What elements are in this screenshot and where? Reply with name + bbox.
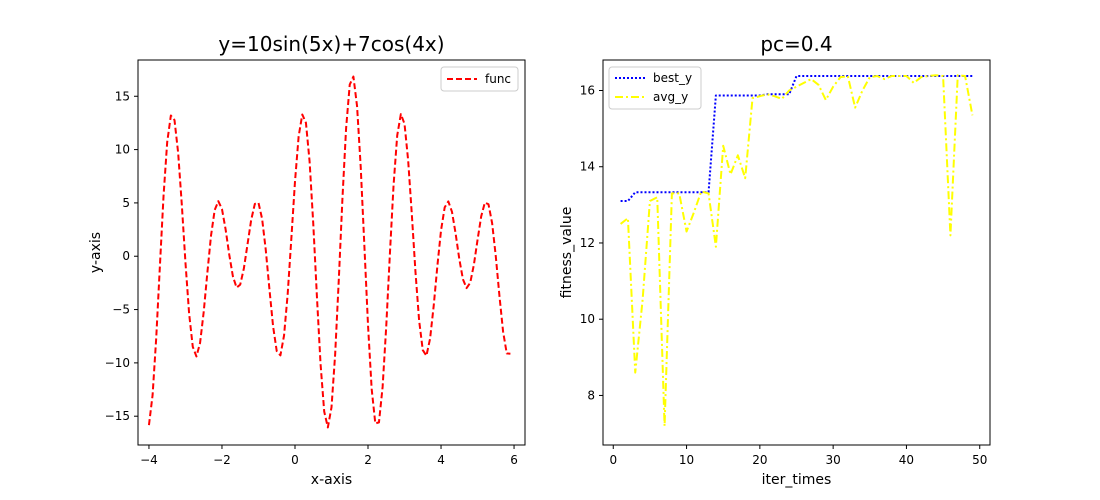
x-tick-label: 0: [609, 453, 617, 467]
y-axis-label: fitness_value: [559, 207, 575, 299]
x-tick-label: 10: [679, 453, 694, 467]
axis-ticks: 0 10 20 30 40 50 8 10 12 14 16: [580, 83, 988, 467]
x-tick-label: 20: [752, 453, 767, 467]
x-tick-label: 30: [826, 453, 841, 467]
y-tick-label: 8: [587, 388, 595, 402]
y-tick-label: −10: [105, 356, 130, 370]
x-tick-label: 0: [291, 453, 299, 467]
y-tick-label: 10: [580, 312, 595, 326]
x-tick-label: 2: [364, 453, 372, 467]
legend: func: [440, 66, 519, 92]
legend: best_y avg_y: [608, 66, 702, 110]
legend-label-best-y: best_y: [653, 71, 692, 85]
legend-label-avg-y: avg_y: [653, 90, 688, 104]
plot-area-background: [603, 60, 990, 445]
plot-area-background: [138, 60, 525, 445]
x-tick-label: 6: [510, 453, 518, 467]
series-line-func: [147, 75, 511, 429]
plot-frame: [602, 59, 991, 446]
legend-box: [440, 66, 519, 92]
axis-ticks: −4 −2 0 2 4 6 −15 −10 −5 0 5 10 15: [105, 89, 518, 467]
y-tick-label: −15: [105, 409, 130, 423]
x-tick-label: −4: [140, 453, 158, 467]
chart-marks: [147, 75, 511, 429]
y-axis-label: y-axis: [88, 232, 104, 273]
y-tick-label: −5: [112, 303, 130, 317]
y-tick-label: 0: [122, 249, 130, 263]
chart-title: y=10sin(5x)+7cos(4x): [218, 32, 444, 56]
y-tick-label: 16: [580, 83, 595, 97]
chart-function-plot: y=10sin(5x)+7cos(4x) −4 −2 0 2 4 6 −15 −10 −5 0 5 1…: [88, 32, 526, 488]
legend-label-func: func: [485, 72, 511, 86]
chart-title: pc=0.4: [760, 32, 832, 56]
x-tick-label: 50: [972, 453, 987, 467]
x-tick-label: 40: [899, 453, 914, 467]
y-tick-label: 5: [122, 196, 130, 210]
x-axis-label: iter_times: [762, 472, 832, 488]
y-tick-label: 15: [115, 89, 130, 103]
y-tick-label: 14: [580, 160, 595, 174]
chart-fitness-plot: pc=0.4 0 10 20 30 40 50 8 10 12 14 16 iter_times f…: [559, 32, 991, 488]
y-tick-label: 10: [115, 143, 130, 157]
x-tick-label: 4: [437, 453, 445, 467]
y-tick-label: 12: [580, 236, 595, 250]
plot-frame: [137, 59, 526, 446]
x-tick-label: −2: [213, 453, 231, 467]
x-axis-label: x-axis: [311, 472, 352, 488]
